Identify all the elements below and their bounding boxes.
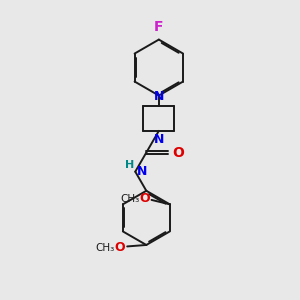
Text: CH₃: CH₃ xyxy=(96,243,115,253)
Text: O: O xyxy=(139,192,150,205)
Text: N: N xyxy=(154,91,164,103)
Text: O: O xyxy=(172,146,184,160)
Text: N: N xyxy=(154,133,164,146)
Text: CH₃: CH₃ xyxy=(120,194,139,204)
Text: H: H xyxy=(124,160,134,170)
Text: O: O xyxy=(115,241,125,254)
Text: N: N xyxy=(137,165,147,178)
Text: F: F xyxy=(154,20,164,34)
